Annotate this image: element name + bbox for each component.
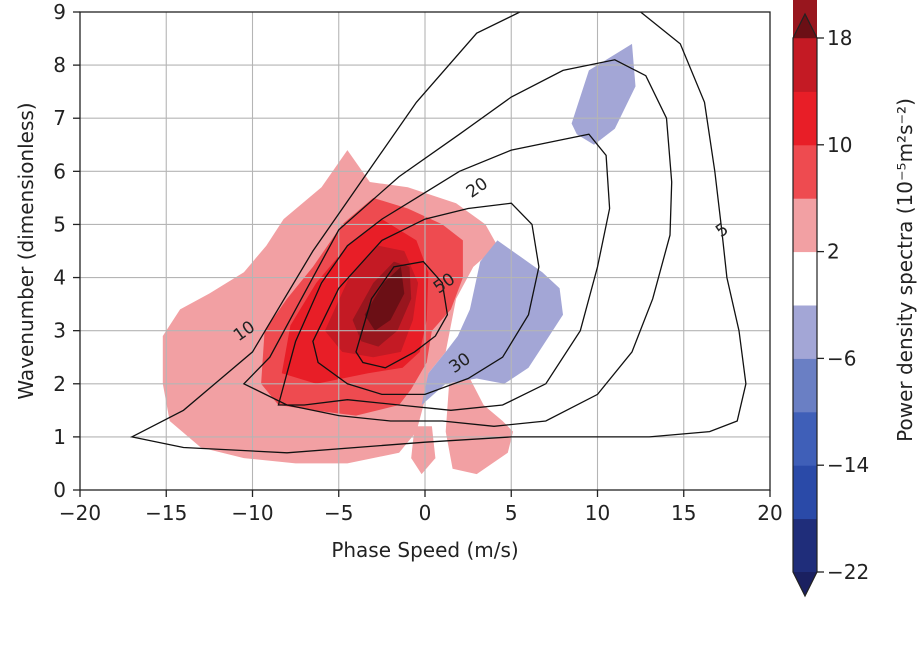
filled-region-9 (571, 43, 636, 145)
x-tick-label: −5 (324, 501, 353, 525)
contour-line-50 (355, 260, 449, 369)
y-tick-label: 4 (53, 266, 66, 290)
y-tick-label: 0 (53, 478, 66, 502)
colorbar-segment (793, 358, 817, 413)
colorbar-tick-label: 18 (827, 26, 852, 50)
y-axis-title: Wavenumber (dimensionless) (14, 102, 38, 399)
y-tick-label: 3 (53, 319, 66, 343)
colorbar-segment (793, 38, 817, 92)
x-tick-label: −20 (59, 501, 101, 525)
filled-region-1 (445, 378, 513, 475)
colorbar-segment (793, 144, 817, 199)
colorbar-tick-label: −22 (827, 560, 869, 584)
y-tick-label: 1 (53, 425, 66, 449)
colorbar-label: Power density spectra (10⁻⁵m²s⁻²) (893, 98, 917, 442)
colorbar-segment (793, 91, 817, 146)
colorbar-tick-label: −6 (827, 346, 856, 370)
filled-region-8 (421, 240, 563, 405)
colorbar-segment (793, 411, 817, 466)
x-tick-label: 20 (757, 501, 782, 525)
y-tick-label: 2 (53, 372, 66, 396)
y-tick-label: 5 (53, 212, 66, 236)
colorbar-segment (793, 465, 817, 520)
x-tick-label: 0 (419, 501, 432, 525)
x-axis-title: Phase Speed (m/s) (331, 538, 518, 562)
colorbar-tick-label: 10 (827, 133, 852, 157)
x-tick-label: 5 (505, 501, 518, 525)
contour-line-20 (277, 133, 611, 411)
x-tick-label: 15 (671, 501, 696, 525)
colorbar: 18 10 2 −6 −14 −22 (792, 0, 869, 598)
y-tick-label: 6 (53, 159, 66, 183)
colorbar-segment (793, 198, 817, 253)
colorbar-extend-top (793, 14, 817, 38)
contour-line-5 (129, 12, 747, 454)
colorbar-segment (793, 251, 817, 306)
contour-line-10 (242, 59, 673, 427)
colorbar-segment (793, 305, 817, 359)
colorbar-segment (793, 518, 817, 573)
y-tick-label: 7 (53, 106, 66, 130)
y-tick-label: 9 (53, 0, 66, 24)
colorbar-tick-label: −14 (827, 453, 869, 477)
x-tick-label: −15 (145, 501, 187, 525)
contour-line-30 (312, 202, 540, 396)
y-tick-label: 8 (53, 53, 66, 77)
colorbar-extend-bottom (793, 572, 817, 596)
colorbar-tick-label: 2 (827, 240, 840, 264)
filled-region-2 (411, 426, 436, 475)
x-tick-label: −10 (231, 501, 273, 525)
x-axis: −20 −15 −10 −5 0 5 10 15 20 (59, 490, 783, 525)
y-axis: 0 1 2 3 4 5 6 7 8 9 (53, 0, 80, 502)
filled-region-7 (364, 266, 405, 331)
x-tick-label: 10 (585, 501, 610, 525)
